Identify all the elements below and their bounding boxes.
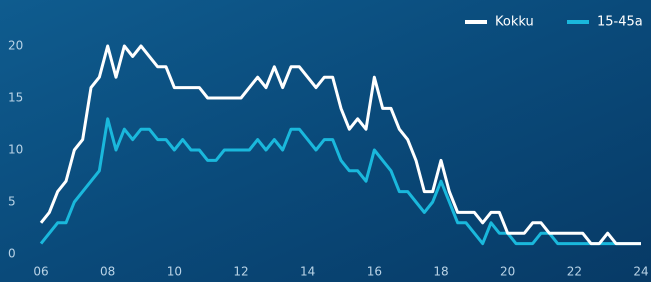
x-tick-label: 24 [633, 265, 648, 279]
x-tick-label: 14 [300, 265, 315, 279]
legend-label: 15-45a [597, 15, 643, 30]
x-tick-label: 16 [367, 265, 382, 279]
y-tick-label: 5 [8, 195, 16, 209]
x-tick-label: 18 [433, 265, 448, 279]
x-tick-label: 06 [33, 265, 48, 279]
x-tick-label: 10 [167, 265, 182, 279]
x-tick-label: 20 [500, 265, 515, 279]
y-tick-label: 15 [8, 91, 23, 105]
x-tick-label: 12 [233, 265, 248, 279]
y-tick-label: 10 [8, 143, 23, 157]
legend-label: Kokku [495, 15, 534, 30]
y-tick-label: 0 [8, 247, 16, 261]
x-tick-label: 22 [567, 265, 582, 279]
chart: 0 5 10 15 20 06 08 10 12 14 16 18 20 22 24 Kokku 15-45a [0, 0, 651, 282]
x-tick-label: 08 [100, 265, 115, 279]
page: 0510152006081012141618202224Kokku15-45a … [0, 0, 651, 282]
y-tick-label: 20 [8, 39, 23, 53]
